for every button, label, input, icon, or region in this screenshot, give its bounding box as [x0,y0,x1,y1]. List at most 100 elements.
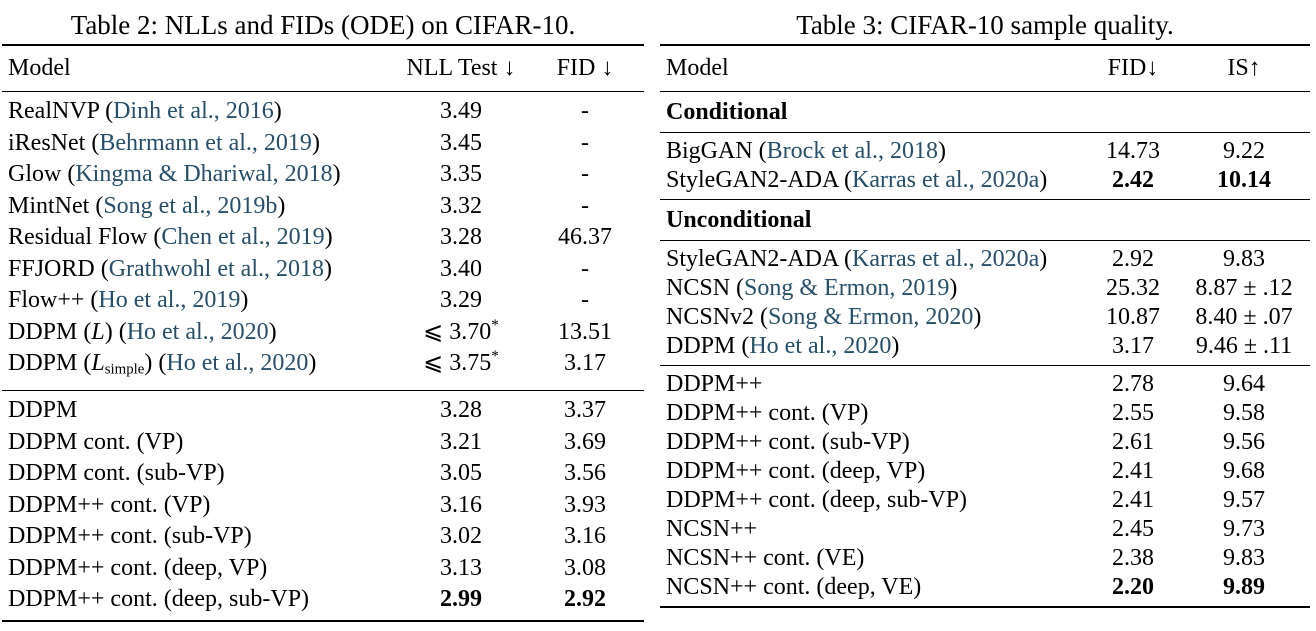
math-variable: L [91,318,105,345]
model-name-text: ) [268,318,277,345]
metric-value: 2.20 [1112,574,1154,600]
math-subscript: simple [104,361,145,378]
model-name-text: DDPM++ cont. (deep, sub-VP) [666,487,968,513]
table-3-column-header-model: Model [666,55,729,81]
value-cell: 25.32 [1088,274,1178,303]
citation-link[interactable]: Ho et al., 2019 [98,287,241,313]
value-cell: 2.45 [1088,515,1178,544]
metric-value: 9.73 [1223,516,1265,542]
table-row: DDPM (L) (Ho et al., 2020) ⩽ 3.70* 13.51 [2,317,644,349]
value-cell: - [526,191,644,223]
citation-link[interactable]: Karras et al., 2020a [852,167,1040,193]
model-name-text: NCSN++ [666,516,758,542]
model-name-text: DDPM ( [8,318,92,345]
metric-value: 10.87 [1106,304,1160,330]
model-cell: RealNVP (Dinh et al., 2016) [2,96,396,128]
model-name-text: ) [273,98,282,124]
model-cell: DDPM cont. (sub-VP) [2,458,396,490]
metric-value: 8.87 ± .12 [1195,275,1293,301]
model-name-text: FFJORD ( [8,255,109,282]
metric-value: ⩽ 3.75* [423,348,499,376]
model-name-text: StyleGAN2-ADA ( [666,246,852,272]
model-cell: DDPM (Ho et al., 2020) [660,332,1088,361]
table-group-divider-rule [660,365,1310,366]
metric-value: 9.64 [1223,371,1265,397]
value-cell: 2.78 [1088,370,1178,399]
citation-link[interactable]: Song & Ermon, 2020 [768,304,974,330]
table-row: iResNet (Behrmann et al., 2019) 3.45 - [2,128,644,160]
model-name-text: DDPM++ cont. (sub-VP) [8,523,252,550]
table-row: Glow (Kingma & Dhariwal, 2018) 3.35 - [2,159,644,191]
metric-value: 3.93 [564,491,606,518]
citation-link[interactable]: Grathwohl et al., 2018 [108,255,324,282]
value-cell: 10.87 [1088,303,1178,332]
model-name-text: ) [311,129,320,156]
table-section-group: Unconditional [660,200,1310,240]
value-cell: ⩽ 3.70* [396,317,526,349]
citation-link[interactable]: Ho et al., 2020 [126,318,269,345]
model-name-text: DDPM++ cont. (sub-VP) [666,429,910,455]
metric-value: 9.22 [1223,138,1265,164]
model-cell: NCSNv2 (Song & Ermon, 2020) [660,303,1088,332]
table-2-column-header-model: Model [8,55,71,81]
value-cell: 3.32 [396,191,526,223]
value-cell: 3.93 [526,490,644,522]
model-name-text: DDPM++ cont. (VP) [666,400,869,426]
value-cell: 3.17 [526,348,644,386]
citation-link[interactable]: Song & Ermon, 2019 [744,275,950,301]
value-cell: 3.45 [396,128,526,160]
metric-value: 3.08 [564,554,606,581]
model-cell: BigGAN (Brock et al., 2018) [660,137,1088,166]
table-group-divider-rule [660,199,1310,200]
metric-value: 9.58 [1223,400,1265,426]
table-row: NCSNv2 (Song & Ermon, 2020) 10.87 8.40 ± .… [660,303,1310,332]
table-3-bottom-rule [660,606,1310,608]
footnote-asterisk: * [491,348,499,365]
metric-value: 2.92 [1112,246,1154,272]
value-cell: 3.16 [396,490,526,522]
citation-link[interactable]: Kingma & Dhariwal, 2018 [75,161,333,187]
citation-link[interactable]: Dinh et al., 2016 [113,98,274,124]
table-row: Residual Flow (Chen et al., 2019) 3.28 46.… [2,222,644,254]
citation-link[interactable]: Brock et al., 2018 [766,138,938,164]
value-cell: 2.41 [1088,457,1178,486]
model-name-text: Residual Flow ( [8,224,162,250]
value-cell: 13.51 [526,317,644,349]
metric-value: 9.57 [1223,487,1265,513]
metric-value: 9.56 [1223,429,1265,455]
model-name-text: ) ( [144,350,167,376]
citation-link[interactable]: Song et al., 2019b [103,192,278,219]
table-2-column-header-fid: FID ↓ [556,55,614,81]
value-cell: 10.14 [1178,166,1310,195]
table-row: FFJORD (Grathwohl et al., 2018) 3.40 - [2,254,644,286]
citation-link[interactable]: Ho et al., 2020 [749,333,892,359]
metric-value: 3.40 [440,255,482,282]
value-cell: 3.29 [396,285,526,317]
metric-value: 3.21 [440,428,482,455]
model-name-text: DDPM++ cont. (deep, VP) [8,554,268,581]
model-cell: DDPM++ cont. (deep, sub-VP) [2,584,396,616]
table-group: StyleGAN2-ADA (Karras et al., 2020a) 2.92… [660,241,1310,365]
table-group: DDPM++ 2.78 9.64 DDPM++ cont. (VP) 2.55 9.58 D… [660,366,1310,606]
model-cell: DDPM++ cont. (VP) [2,490,396,522]
model-name-text: ) [308,350,317,376]
model-cell: DDPM++ [660,370,1088,399]
metric-value: - [581,161,589,187]
value-cell: 3.08 [526,553,644,585]
metric-value: 9.46 ± .11 [1195,333,1293,359]
citation-link[interactable]: Chen et al., 2019 [161,224,325,250]
citation-link[interactable]: Karras et al., 2020a [852,246,1040,272]
citation-link[interactable]: Behrmann et al., 2019 [99,129,312,156]
model-name-text: ) ( [104,318,127,345]
value-cell: - [526,128,644,160]
metric-value: 2.41 [1112,458,1154,484]
table-group-divider-rule [2,390,644,392]
table-row: StyleGAN2-ADA (Karras et al., 2020a) 2.92… [660,245,1310,274]
model-name-text: iResNet ( [8,129,100,156]
model-name-text: ) [332,161,341,187]
citation-link[interactable]: Ho et al., 2020 [166,350,309,376]
table-row: DDPM cont. (VP) 3.21 3.69 [2,427,644,459]
metric-value: 3.35 [440,161,482,187]
value-cell: 3.02 [396,521,526,553]
table-row: DDPM cont. (sub-VP) 3.05 3.56 [2,458,644,490]
